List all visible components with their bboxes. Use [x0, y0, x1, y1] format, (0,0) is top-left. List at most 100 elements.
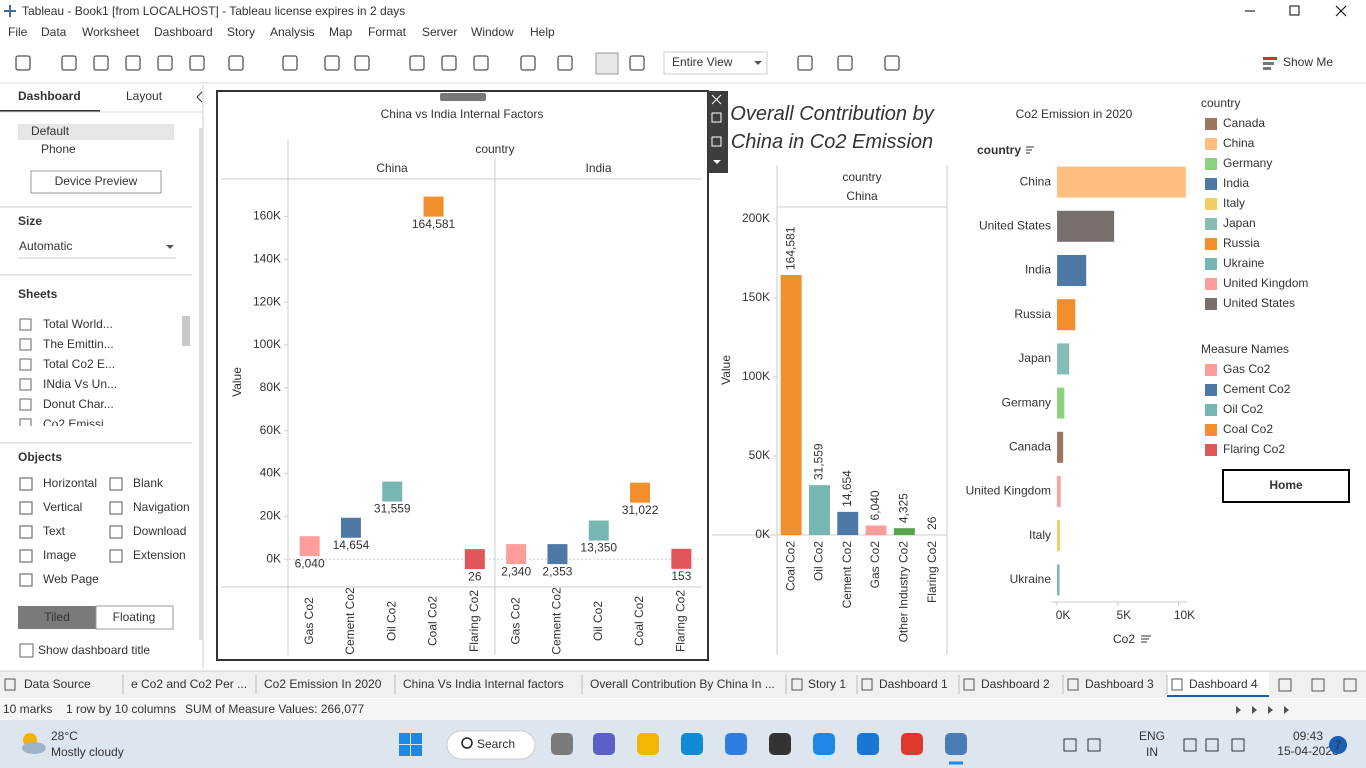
menu-item[interactable]: Window — [471, 25, 514, 39]
new-tab-icon[interactable] — [1278, 678, 1292, 692]
sidebar-tab[interactable]: Dashboard — [18, 89, 81, 103]
legend-swatch[interactable] — [1205, 218, 1217, 230]
object-item[interactable]: Blank — [133, 476, 164, 490]
legend-swatch[interactable] — [1205, 444, 1217, 456]
legend-label[interactable]: Italy — [1223, 196, 1245, 210]
floating-button[interactable] — [95, 605, 174, 630]
object-item[interactable]: Image — [43, 548, 77, 562]
legend-swatch[interactable] — [1205, 178, 1217, 190]
menu-item[interactable]: Data — [41, 25, 67, 39]
legend-swatch[interactable] — [1205, 158, 1217, 170]
start-logo[interactable] — [399, 745, 410, 756]
floating-toolbar[interactable] — [708, 91, 728, 173]
taskbar-app[interactable] — [637, 733, 659, 755]
toolbar-icon[interactable] — [797, 55, 813, 71]
page-nav[interactable] — [1252, 706, 1257, 714]
legend-swatch[interactable] — [1205, 404, 1217, 416]
object-item[interactable]: Vertical — [43, 500, 82, 514]
legend-label[interactable]: India — [1223, 176, 1249, 190]
toolbar-icon[interactable] — [520, 55, 536, 71]
toolbar-icon[interactable] — [282, 55, 298, 71]
sheet-tab[interactable]: Co2 Emission In 2020 — [264, 677, 382, 691]
legend-label[interactable]: China — [1223, 136, 1255, 150]
text-tool[interactable] — [595, 52, 619, 75]
device-option[interactable]: Phone — [41, 142, 76, 156]
start-logo[interactable] — [411, 745, 422, 756]
show-title-checkbox[interactable] — [19, 643, 34, 658]
toolbar-icon[interactable] — [354, 55, 370, 71]
legend-label[interactable]: Cement Co2 — [1223, 382, 1291, 396]
legend-swatch[interactable] — [1205, 364, 1217, 376]
legend-label[interactable]: United States — [1223, 296, 1295, 310]
toolbar-icon[interactable] — [15, 55, 31, 71]
tray-icon[interactable] — [1063, 738, 1077, 752]
legend-label[interactable]: Gas Co2 — [1223, 362, 1271, 376]
legend-swatch[interactable] — [1205, 424, 1217, 436]
notification-badge[interactable] — [1329, 736, 1347, 754]
tiled-button[interactable] — [18, 606, 96, 629]
legend-swatch[interactable] — [1205, 298, 1217, 310]
menu-item[interactable]: Help — [530, 25, 555, 39]
legend-label[interactable]: Japan — [1223, 216, 1256, 230]
menu-item[interactable]: Server — [422, 25, 457, 39]
tray-icon[interactable] — [1205, 738, 1219, 752]
toolbar-icon[interactable] — [884, 55, 900, 71]
taskbar-app[interactable] — [551, 733, 573, 755]
taskbar-app[interactable] — [945, 733, 967, 755]
page-nav[interactable] — [1284, 706, 1289, 714]
tray-icon[interactable] — [1231, 738, 1245, 752]
page-nav[interactable] — [1268, 706, 1273, 714]
taskbar-app[interactable] — [813, 733, 835, 755]
object-item[interactable]: Text — [43, 524, 66, 538]
legend-label[interactable]: Ukraine — [1223, 256, 1265, 270]
legend-label[interactable]: Oil Co2 — [1223, 402, 1263, 416]
start-logo[interactable] — [399, 733, 410, 744]
menu-item[interactable]: Map — [329, 25, 353, 39]
tray-icon[interactable] — [1087, 738, 1101, 752]
device-option[interactable]: Default — [31, 124, 70, 138]
view-dropdown[interactable] — [663, 51, 768, 75]
maximize[interactable] — [1289, 5, 1300, 16]
toolbar-icon[interactable] — [409, 55, 425, 71]
sheet-item[interactable]: Donut Char... — [43, 397, 114, 411]
toolbar-icon[interactable] — [125, 55, 141, 71]
toolbar-icon[interactable] — [61, 55, 77, 71]
legend-swatch[interactable] — [1205, 118, 1217, 130]
legend-label[interactable]: Canada — [1223, 116, 1265, 130]
tray-icon[interactable] — [1183, 738, 1197, 752]
taskbar-app[interactable] — [901, 733, 923, 755]
menu-item[interactable]: Analysis — [270, 25, 315, 39]
new-tab-icon[interactable] — [1311, 678, 1325, 692]
toolbar-icon[interactable] — [228, 55, 244, 71]
object-item[interactable]: Navigation — [133, 500, 190, 514]
legend-swatch[interactable] — [1205, 238, 1217, 250]
toolbar-icon[interactable] — [629, 55, 645, 71]
toolbar-icon[interactable] — [324, 55, 340, 71]
taskbar-app[interactable] — [593, 733, 615, 755]
legend-swatch[interactable] — [1205, 258, 1217, 270]
menu-item[interactable]: Format — [368, 25, 407, 39]
sheet-tab[interactable]: Data Source — [24, 677, 91, 691]
menu-item[interactable]: File — [8, 25, 28, 39]
sheet-item[interactable]: The Emittin... — [43, 337, 114, 351]
sheet-item[interactable]: Total World... — [43, 317, 113, 331]
new-tab-icon[interactable] — [1343, 678, 1357, 692]
legend-swatch[interactable] — [1205, 278, 1217, 290]
show-me-button[interactable]: Show Me — [1283, 55, 1333, 69]
menu-item[interactable]: Dashboard — [154, 25, 213, 39]
legend-label[interactable]: United Kingdom — [1223, 276, 1308, 290]
toolbar-icon[interactable] — [441, 55, 457, 71]
sheet-tab[interactable]: Dashboard 1 — [879, 677, 948, 691]
toolbar-icon[interactable] — [473, 55, 489, 71]
object-item[interactable]: Horizontal — [43, 476, 97, 490]
toolbar-icon[interactable] — [93, 55, 109, 71]
sheet-item[interactable]: INdia Vs Un... — [43, 377, 117, 391]
sheet-tab[interactable]: China Vs India Internal factors — [403, 677, 564, 691]
sidebar-tab[interactable]: Layout — [126, 89, 163, 103]
taskbar-app[interactable] — [725, 733, 747, 755]
sheet-tab[interactable]: Dashboard 3 — [1085, 677, 1154, 691]
toolbar-icon[interactable] — [157, 55, 173, 71]
legend-label[interactable]: Coal Co2 — [1223, 422, 1273, 436]
object-item[interactable]: Download — [133, 524, 186, 538]
sheet-item[interactable]: Total Co2 E... — [43, 357, 115, 371]
